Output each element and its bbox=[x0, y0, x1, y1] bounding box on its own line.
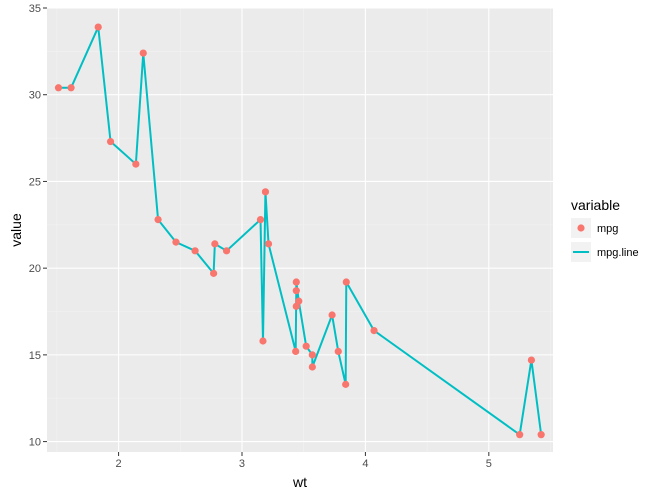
data-point bbox=[191, 247, 199, 255]
data-point bbox=[54, 84, 63, 92]
data-point bbox=[211, 240, 219, 248]
plot-panel bbox=[47, 8, 553, 452]
data-point bbox=[256, 215, 265, 224]
data-point bbox=[328, 311, 336, 319]
legend-entry-label: mpg.line bbox=[597, 247, 639, 259]
legend: variable mpg mpg.line bbox=[571, 197, 639, 262]
legend-entry-label: mpg bbox=[597, 223, 618, 235]
x-tick-label: 3 bbox=[239, 458, 245, 470]
data-point bbox=[302, 342, 310, 350]
series-line-mpg-line bbox=[58, 26, 543, 436]
data-point bbox=[222, 247, 231, 255]
data-point bbox=[370, 326, 378, 335]
data-point bbox=[342, 380, 350, 388]
y-tick-label: 30 bbox=[29, 90, 41, 102]
data-point bbox=[342, 278, 350, 286]
data-point bbox=[308, 363, 316, 371]
x-tick-label: 2 bbox=[116, 458, 122, 470]
y-tick-label: 10 bbox=[29, 437, 41, 449]
data-point bbox=[516, 431, 524, 439]
data-point bbox=[94, 23, 102, 31]
data-point bbox=[527, 356, 536, 364]
data-point bbox=[264, 240, 273, 248]
data-point bbox=[334, 347, 342, 356]
legend-entries: mpg mpg.line bbox=[571, 218, 639, 262]
x-tick-label: 4 bbox=[362, 458, 368, 470]
data-point bbox=[537, 431, 545, 439]
data-point bbox=[292, 287, 300, 295]
y-tick-label: 20 bbox=[29, 263, 41, 275]
series-points-group bbox=[54, 23, 545, 439]
y-axis-ticks: 10 15 20 25 30 35 bbox=[29, 3, 47, 449]
grid-major bbox=[47, 7, 553, 452]
y-tick-label: 25 bbox=[29, 176, 41, 188]
x-tick-label: 5 bbox=[486, 458, 492, 470]
data-point bbox=[106, 137, 115, 146]
grid-minor bbox=[47, 8, 553, 452]
data-point bbox=[292, 347, 300, 356]
data-point bbox=[132, 160, 140, 168]
x-axis-title: wt bbox=[292, 474, 307, 490]
y-tick-label: 15 bbox=[29, 350, 41, 362]
y-tick-label: 35 bbox=[29, 3, 41, 15]
data-point bbox=[210, 269, 218, 277]
legend-key-point bbox=[577, 224, 585, 232]
data-point bbox=[259, 337, 267, 345]
series-line-group bbox=[58, 26, 543, 436]
data-point bbox=[67, 84, 75, 92]
y-axis-title: value bbox=[8, 213, 24, 247]
data-point bbox=[308, 351, 316, 359]
data-point bbox=[154, 215, 162, 224]
legend-title: variable bbox=[571, 197, 620, 213]
data-point bbox=[261, 188, 270, 196]
data-point bbox=[292, 278, 300, 286]
data-point bbox=[139, 49, 147, 57]
data-point bbox=[172, 238, 180, 246]
data-point bbox=[295, 297, 303, 305]
x-axis-ticks: 2 3 4 5 bbox=[116, 452, 492, 470]
